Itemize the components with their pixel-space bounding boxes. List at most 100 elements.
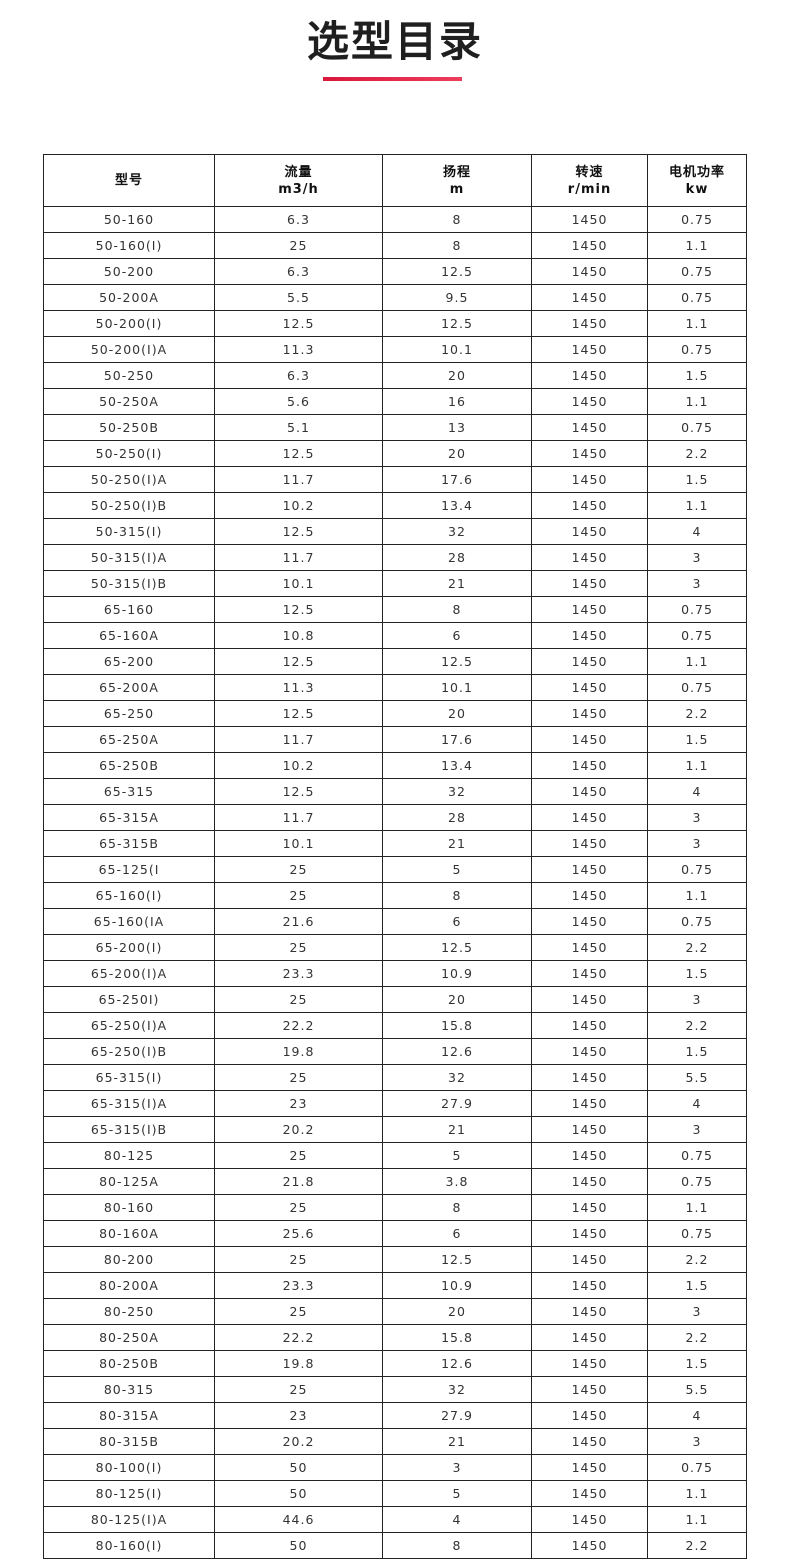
- table-row: 80-160(I) 50 8 1450 2.2: [43, 1532, 747, 1559]
- cell-head: 6: [382, 1220, 532, 1247]
- cell-speed: 1450: [531, 778, 648, 805]
- header-unit: m: [449, 181, 465, 197]
- cell-power: 2.2: [647, 1532, 747, 1559]
- cell-model: 65-125(I: [43, 856, 215, 883]
- header-unit: kw: [685, 181, 709, 197]
- cell-model: 50-200(I): [43, 310, 215, 337]
- cell-head: 5: [382, 1142, 532, 1169]
- cell-speed: 1450: [531, 1220, 648, 1247]
- cell-speed: 1450: [531, 908, 648, 935]
- cell-head: 10.1: [382, 674, 532, 701]
- cell-model: 50-200: [43, 258, 215, 285]
- cell-speed: 1450: [531, 1246, 648, 1273]
- cell-flow: 12.5: [214, 518, 383, 545]
- cell-model: 50-250B: [43, 414, 215, 441]
- cell-speed: 1450: [531, 1376, 648, 1403]
- cell-flow: 10.2: [214, 492, 383, 519]
- table-row: 65-315B 10.1 21 1450 3: [43, 830, 747, 857]
- cell-speed: 1450: [531, 232, 648, 259]
- cell-head: 17.6: [382, 726, 532, 753]
- cell-head: 12.5: [382, 1246, 532, 1273]
- cell-power: 3: [647, 1298, 747, 1325]
- cell-speed: 1450: [531, 1194, 648, 1221]
- table-row: 65-200A 11.3 10.1 1450 0.75: [43, 674, 747, 701]
- cell-flow: 10.1: [214, 830, 383, 857]
- cell-flow: 23: [214, 1402, 383, 1429]
- cell-flow: 25.6: [214, 1220, 383, 1247]
- cell-flow: 5.5: [214, 284, 383, 311]
- table-row: 50-200(I) 12.5 12.5 1450 1.1: [43, 310, 747, 337]
- cell-head: 5: [382, 856, 532, 883]
- cell-flow: 12.5: [214, 648, 383, 675]
- cell-model: 80-125(I): [43, 1480, 215, 1507]
- cell-head: 21: [382, 830, 532, 857]
- cell-flow: 21.6: [214, 908, 383, 935]
- table-row: 50-200 6.3 12.5 1450 0.75: [43, 258, 747, 285]
- table-row: 50-160(I) 25 8 1450 1.1: [43, 232, 747, 259]
- cell-model: 50-160(I): [43, 232, 215, 259]
- cell-speed: 1450: [531, 648, 648, 675]
- cell-model: 80-160: [43, 1194, 215, 1221]
- cell-model: 80-315B: [43, 1428, 215, 1455]
- cell-model: 65-315(I)A: [43, 1090, 215, 1117]
- cell-model: 50-315(I): [43, 518, 215, 545]
- cell-flow: 19.8: [214, 1350, 383, 1377]
- cell-flow: 23: [214, 1090, 383, 1117]
- cell-flow: 11.7: [214, 726, 383, 753]
- cell-power: 1.1: [647, 232, 747, 259]
- cell-head: 21: [382, 1428, 532, 1455]
- cell-speed: 1450: [531, 856, 648, 883]
- cell-power: 1.5: [647, 1350, 747, 1377]
- header-head: 扬程 m: [382, 154, 532, 207]
- cell-flow: 25: [214, 1298, 383, 1325]
- cell-flow: 20.2: [214, 1428, 383, 1455]
- cell-speed: 1450: [531, 804, 648, 831]
- cell-power: 1.1: [647, 310, 747, 337]
- cell-power: 1.1: [647, 1506, 747, 1533]
- cell-power: 3: [647, 1116, 747, 1143]
- cell-model: 80-125A: [43, 1168, 215, 1195]
- cell-head: 15.8: [382, 1012, 532, 1039]
- header-label: 型号: [114, 173, 143, 188]
- cell-power: 5.5: [647, 1376, 747, 1403]
- table-row: 65-250B 10.2 13.4 1450 1.1: [43, 752, 747, 779]
- cell-power: 0.75: [647, 856, 747, 883]
- cell-head: 4: [382, 1506, 532, 1533]
- cell-power: 2.2: [647, 700, 747, 727]
- cell-flow: 22.2: [214, 1012, 383, 1039]
- table-row: 50-250 6.3 20 1450 1.5: [43, 362, 747, 389]
- cell-model: 50-200(I)A: [43, 336, 215, 363]
- cell-model: 65-160: [43, 596, 215, 623]
- cell-model: 65-160(IA: [43, 908, 215, 935]
- cell-head: 5: [382, 1480, 532, 1507]
- cell-model: 80-125(I)A: [43, 1506, 215, 1533]
- cell-flow: 11.3: [214, 674, 383, 701]
- header-label: 流量: [284, 164, 313, 180]
- table-row: 65-250 12.5 20 1450 2.2: [43, 700, 747, 727]
- cell-speed: 1450: [531, 960, 648, 987]
- cell-power: 4: [647, 1402, 747, 1429]
- cell-flow: 10.1: [214, 570, 383, 597]
- cell-head: 10.9: [382, 960, 532, 987]
- table-row: 50-200A 5.5 9.5 1450 0.75: [43, 284, 747, 311]
- table-row: 80-125 25 5 1450 0.75: [43, 1142, 747, 1169]
- cell-head: 32: [382, 778, 532, 805]
- table-header-row: 型号 流量 m3/h 扬程 m 转速 r/min 电机功率 kw: [43, 154, 747, 207]
- cell-model: 80-200A: [43, 1272, 215, 1299]
- cell-speed: 1450: [531, 1350, 648, 1377]
- cell-speed: 1450: [531, 362, 648, 389]
- cell-speed: 1450: [531, 1272, 648, 1299]
- table-row: 65-315(I) 25 32 1450 5.5: [43, 1064, 747, 1091]
- cell-head: 28: [382, 544, 532, 571]
- cell-speed: 1450: [531, 466, 648, 493]
- header-flow: 流量 m3/h: [214, 154, 383, 207]
- cell-head: 27.9: [382, 1402, 532, 1429]
- table-row: 80-250 25 20 1450 3: [43, 1298, 747, 1325]
- cell-power: 1.1: [647, 388, 747, 415]
- cell-power: 3: [647, 830, 747, 857]
- cell-power: 0.75: [647, 674, 747, 701]
- cell-head: 21: [382, 1116, 532, 1143]
- table-row: 50-200(I)A 11.3 10.1 1450 0.75: [43, 336, 747, 363]
- cell-flow: 6.3: [214, 258, 383, 285]
- cell-power: 4: [647, 778, 747, 805]
